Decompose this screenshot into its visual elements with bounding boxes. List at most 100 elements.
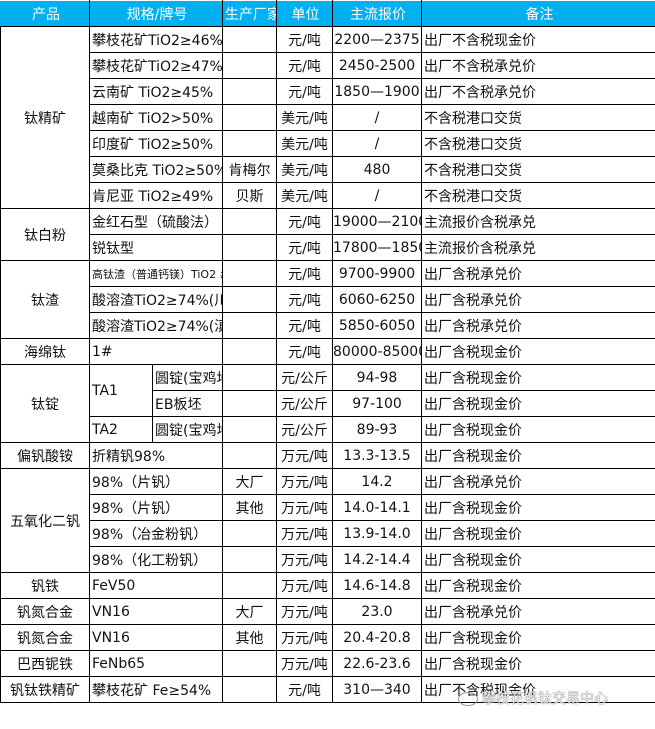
- grade-cell: TA1: [89, 364, 153, 417]
- watermark-text: 攀枝花钒钛交易中心: [482, 691, 608, 707]
- unit-cell: 元/吨: [276, 260, 333, 287]
- maker-cell: 肯梅尔: [222, 156, 277, 183]
- maker-cell: [222, 234, 277, 261]
- price-cell: /: [332, 130, 422, 157]
- maker-cell: 其他: [222, 494, 277, 521]
- table-row: 莫桑比克 TiO2≥50% 肯梅尔 美元/吨 480 不含税港口交货: [1, 156, 655, 183]
- header-row: 产品 规格/牌号 生产厂家 单位 主流报价 备注: [0, 0, 655, 27]
- grade-cell: TA2: [89, 416, 153, 443]
- table-row: 98%（片钒） 其他 万元/吨 14.0-14.1 出厂含税现金价: [1, 494, 655, 521]
- note-cell: 出厂不含税承兑价: [421, 78, 655, 105]
- price-cell: 2200—2375: [332, 26, 422, 53]
- note-cell: 出厂含税现金价: [421, 442, 655, 469]
- table-row: 酸溶渣TiO2≥74%(川) 元/吨 6060-6250 出厂含税承兑价: [1, 286, 655, 313]
- spec-cell: 高钛渣（普通钙镁）TiO2 ≥90%: [89, 260, 223, 287]
- price-cell: 89-93: [332, 416, 422, 443]
- note-cell: 出厂含税现金价: [421, 494, 655, 521]
- unit-cell: 元/吨: [276, 208, 333, 235]
- table-row: 巴西铌铁 FeNb65 万元/吨 22.6-23.6 出厂含税现金价: [0, 650, 655, 677]
- unit-cell: 美元/吨: [276, 156, 333, 183]
- spec-cell: VN16: [89, 598, 223, 625]
- unit-cell: 美元/吨: [276, 104, 333, 131]
- unit-cell: 万元/吨: [276, 650, 333, 677]
- unit-cell: 元/吨: [276, 338, 333, 365]
- note-cell: 不含税港口交货: [421, 104, 655, 131]
- maker-cell: [222, 312, 277, 339]
- note-cell: 出厂含税现金价: [421, 390, 655, 417]
- note-cell: 出厂含税承兑价: [421, 468, 655, 495]
- price-cell: 20.4-20.8: [332, 624, 422, 651]
- table-row: 越南矿 TiO2>50% 美元/吨 / 不含税港口交货: [1, 104, 655, 131]
- product-cell: 钛白粉: [0, 208, 90, 261]
- price-cell: 14.6-14.8: [332, 572, 422, 599]
- product-cell: 钒氮合金: [0, 624, 90, 651]
- price-cell: 80000-85000: [332, 338, 422, 365]
- unit-cell: 元/吨: [276, 52, 333, 79]
- product-cell: 海绵钛: [0, 338, 90, 365]
- unit-cell: 元/吨: [276, 234, 333, 261]
- spec-cell: EB板坯: [152, 390, 223, 417]
- unit-cell: 元/吨: [276, 312, 333, 339]
- table-row: 肯尼亚 TiO2≥49% 贝斯 美元/吨 / 不含税港口交货: [1, 182, 655, 209]
- table-row: 酸溶渣TiO2≥74%(滇) 元/吨 5850-6050 出厂含税承兑价: [1, 312, 655, 339]
- note-cell: 出厂含税承兑价: [421, 286, 655, 313]
- product-cell: 钛渣: [0, 260, 90, 339]
- table-row: 偏钒酸铵 折精钒98% 万元/吨 13.3-13.5 出厂含税现金价: [0, 442, 655, 469]
- product-cell: 偏钒酸铵: [0, 442, 90, 469]
- maker-cell: 贝斯: [222, 182, 277, 209]
- note-cell: 出厂含税现金价: [421, 650, 655, 677]
- maker-cell: [222, 208, 277, 235]
- spec-cell: 98%（冶金粉钒）: [89, 520, 223, 547]
- price-cell: 94-98: [332, 364, 422, 391]
- note-cell: 出厂含税现金价: [421, 572, 655, 599]
- spec-cell: 攀枝花矿 Fe≥54%: [89, 676, 223, 703]
- price-cell: 310—340: [332, 676, 422, 703]
- price-cell: 14.2-14.4: [332, 546, 422, 573]
- header-maker: 生产厂家: [222, 0, 277, 27]
- table-row: 钒铁 FeV50 万元/吨 14.6-14.8 出厂含税现金价: [0, 572, 655, 599]
- maker-cell: [222, 130, 277, 157]
- unit-cell: 美元/吨: [276, 130, 333, 157]
- unit-cell: 元/公斤: [276, 416, 333, 443]
- note-cell: 不含税港口交货: [421, 130, 655, 157]
- table-row: 98%（化工粉钒） 万元/吨 14.2-14.4 出厂含税现金价: [1, 546, 655, 573]
- note-cell: 不含税港口交货: [421, 156, 655, 183]
- spec-cell: 锐钛型: [89, 234, 223, 261]
- note-cell: 出厂含税承兑价: [421, 312, 655, 339]
- maker-cell: [222, 364, 277, 391]
- note-cell: 出厂含税现金价: [421, 624, 655, 651]
- watermark: 攀枝花钒钛交易中心: [458, 688, 608, 708]
- product-cell: 钛锭: [0, 364, 90, 443]
- unit-cell: 美元/吨: [276, 182, 333, 209]
- unit-cell: 万元/吨: [276, 442, 333, 469]
- price-cell: 13.3-13.5: [332, 442, 422, 469]
- price-cell: /: [332, 182, 422, 209]
- maker-cell: 大厂: [222, 598, 277, 625]
- note-cell: 出厂含税现金价: [421, 520, 655, 547]
- price-cell: 5850-6050: [332, 312, 422, 339]
- maker-cell: [222, 52, 277, 79]
- unit-cell: 万元/吨: [276, 520, 333, 547]
- unit-cell: 元/公斤: [276, 364, 333, 391]
- spec-cell: 折精钒98%: [89, 442, 223, 469]
- maker-cell: 大厂: [222, 468, 277, 495]
- spec-cell: 越南矿 TiO2>50%: [89, 104, 223, 131]
- spec-cell: 1#: [89, 338, 223, 365]
- maker-cell: [222, 572, 277, 599]
- table-row: 钒氮合金 VN16 大厂 万元/吨 23.0 出厂含税承兑价: [0, 598, 655, 625]
- spec-cell: 98%（片钒）: [89, 494, 223, 521]
- header-note: 备注: [421, 0, 655, 27]
- table-row: 钒氮合金 VN16 其他 万元/吨 20.4-20.8 出厂含税现金价: [0, 624, 655, 651]
- unit-cell: 万元/吨: [276, 572, 333, 599]
- price-cell: 1850—1900: [332, 78, 422, 105]
- maker-cell: [222, 338, 277, 365]
- note-cell: 出厂含税现金价: [421, 416, 655, 443]
- spec-cell: 酸溶渣TiO2≥74%(川): [89, 286, 223, 313]
- note-cell: 出厂不含税现金价: [421, 26, 655, 53]
- maker-cell: [222, 390, 277, 417]
- table-row: 海绵钛 1# 元/吨 80000-85000 出厂含税现金价: [0, 338, 655, 365]
- spec-cell: 金红石型（硫酸法）: [89, 208, 223, 235]
